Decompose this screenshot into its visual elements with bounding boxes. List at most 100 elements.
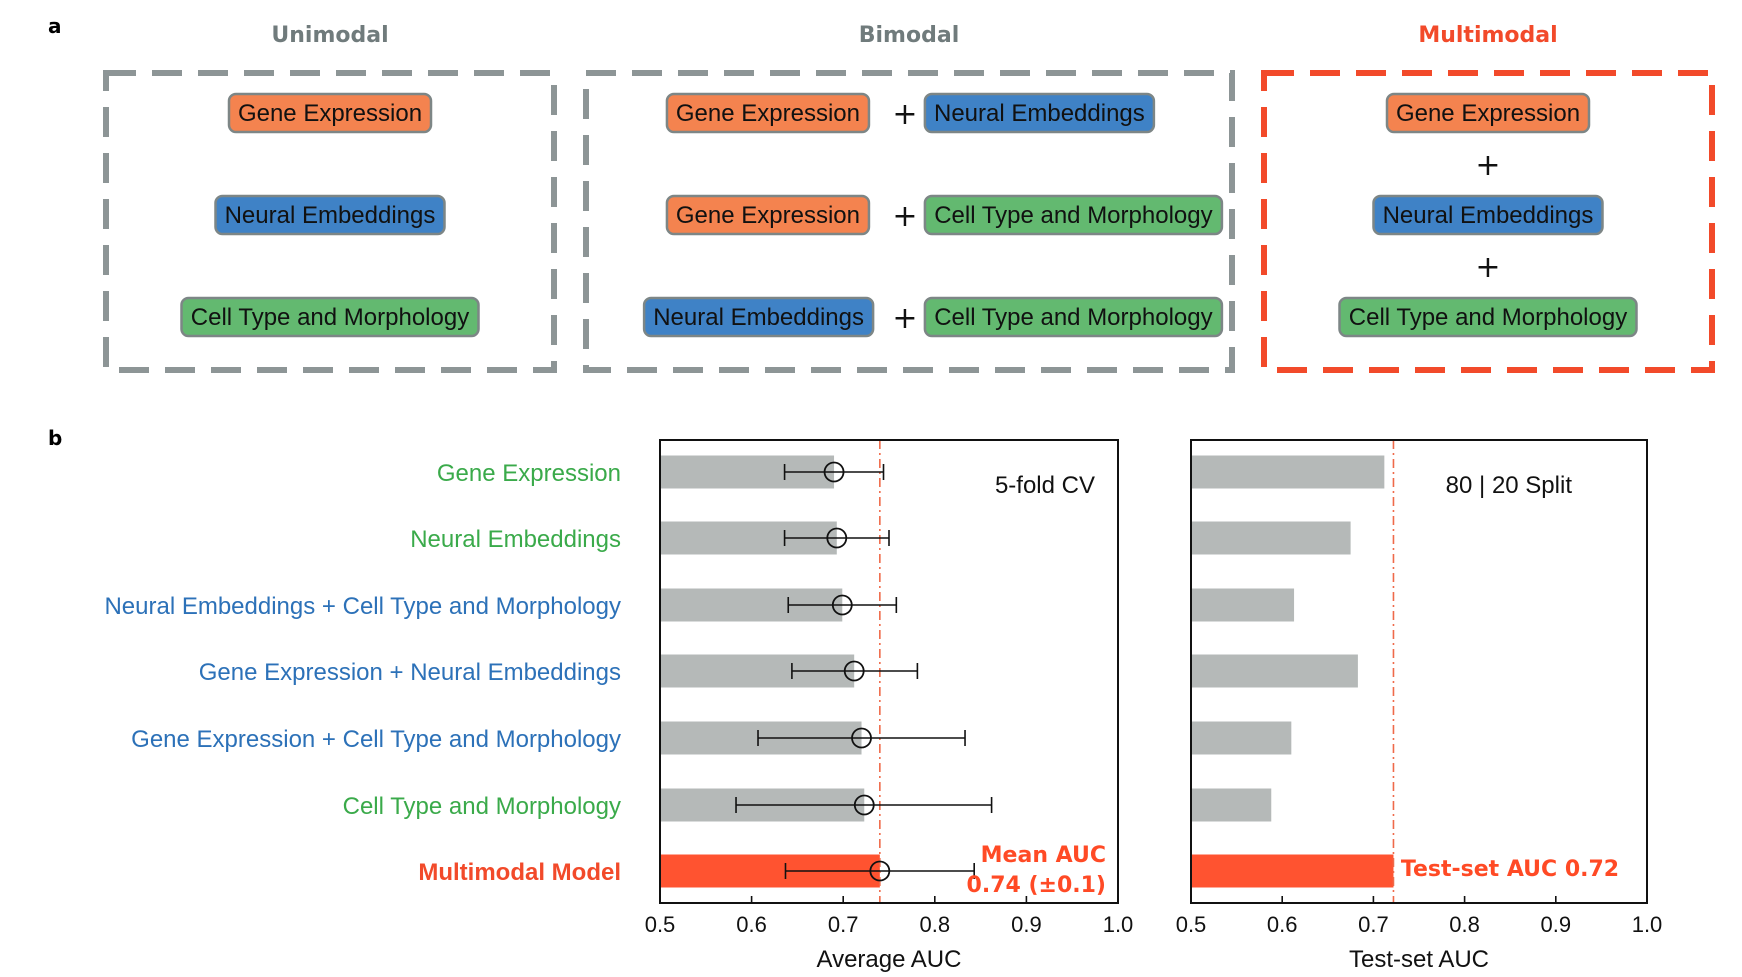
modality-chip-label: Cell Type and Morphology (934, 202, 1212, 229)
cv-auc-chart: 0.5 0.6 0.7 0.8 0.9 1.0 Average AUC 5-fold CV Me… (645, 439, 1134, 973)
x-tick-label: 0.6 (736, 912, 767, 937)
panel-b-letter: b (48, 426, 62, 450)
modality-chip-label: Neural Embeddings (1383, 202, 1594, 229)
bar-neural-embeddings-cell-type-and-morphology (1191, 588, 1295, 622)
panel-b-row-labels: Gene Expression Neural Embeddings Neural E… (104, 460, 621, 886)
modality-chip-label: Cell Type and Morphology (934, 304, 1212, 331)
bar-gene-expression-cell-type-and-morphology (1191, 721, 1292, 755)
row-label: Multimodal Model (418, 859, 621, 886)
bar-neural-embeddings (1191, 521, 1351, 555)
plus-symbol: + (892, 199, 917, 234)
x-tick-label: 0.7 (1358, 912, 1389, 937)
modality-chip: Gene Expression (227, 92, 433, 134)
plus-symbol: + (892, 301, 917, 336)
modality-group-border (1261, 70, 1715, 373)
plus-symbol: + (1475, 250, 1500, 285)
row-label: Neural Embeddings + Cell Type and Morpho… (104, 593, 621, 620)
modality-chip: Cell Type and Morphology (1338, 296, 1638, 338)
plot-frame (659, 439, 1119, 904)
modality-chip-box (665, 92, 871, 134)
modality-chip-label: Gene Expression (1396, 100, 1580, 127)
modality-group-unimodal: Unimodal Gene Expression Neural Embeddings… (103, 23, 557, 373)
modality-chip: Neural Embeddings (214, 194, 446, 236)
modality-chip: Gene Expression (1385, 92, 1591, 134)
x-tick-label: 0.5 (645, 912, 676, 937)
modality-group-multimodal: Multimodal Gene Expression Neural Embeddin… (1261, 23, 1715, 373)
modality-group-bimodal: Bimodal Gene Expression + Neural Embeddings… (583, 23, 1235, 373)
x-tick-label: 1.0 (1632, 912, 1663, 937)
panel-a-letter: a (48, 14, 62, 38)
error-bar (757, 727, 966, 749)
modality-chip: Neural Embeddings (923, 92, 1156, 134)
modality-chip: Neural Embeddings (642, 296, 875, 338)
modality-chip-box (923, 296, 1224, 338)
error-bar (787, 594, 898, 616)
modality-chip-box (227, 92, 433, 134)
mean-marker (826, 527, 848, 549)
modality-chip-box (1338, 296, 1638, 338)
modality-chip-box (923, 92, 1156, 134)
mean-marker (851, 727, 872, 749)
mean-marker (843, 660, 865, 682)
x-axis-label: Test-set AUC (1349, 946, 1489, 973)
modality-chip-box (1385, 92, 1591, 134)
modality-chip-box (1372, 194, 1604, 236)
mean-marker (831, 594, 853, 616)
mean-marker (853, 794, 875, 816)
chart-inner-label: 5-fold CV (995, 472, 1095, 499)
x-tick-label: 0.9 (1011, 912, 1042, 937)
plus-symbol: + (1475, 148, 1500, 183)
x-tick-label: 0.8 (920, 912, 951, 937)
panel-a-modality-diagram: Unimodal Gene Expression Neural Embeddings… (103, 23, 1715, 373)
modality-chip-label: Neural Embeddings (653, 304, 864, 331)
modality-chip: Cell Type and Morphology (923, 194, 1224, 236)
modality-group-title: Multimodal (1418, 23, 1557, 48)
modality-chip-box (642, 296, 875, 338)
modality-chip-label: Neural Embeddings (225, 202, 436, 229)
bar-multimodal-model (1191, 854, 1394, 888)
modality-chip-label: Neural Embeddings (934, 100, 1145, 127)
bar-gene-expression (1191, 455, 1385, 489)
x-tick-label: 0.7 (828, 912, 859, 937)
modality-chip-label: Cell Type and Morphology (191, 304, 469, 331)
modality-chip: Gene Expression (665, 92, 871, 134)
modality-group-title: Bimodal (859, 23, 959, 48)
x-axis-label: Average AUC (817, 946, 962, 973)
modality-chip: Neural Embeddings (1372, 194, 1604, 236)
modality-chip-label: Cell Type and Morphology (1349, 304, 1627, 331)
test-auc-chart: 0.5 0.6 0.7 0.8 0.9 1.0 Test-set AUC 80 | 20 Sp… (1176, 439, 1663, 973)
error-bar (735, 794, 993, 816)
mean-marker (823, 461, 845, 483)
modality-chip-box (923, 194, 1224, 236)
x-tick-label: 0.8 (1449, 912, 1480, 937)
modality-chip-box (180, 296, 480, 338)
x-tick-label: 0.5 (1176, 912, 1207, 937)
row-label: Gene Expression + Neural Embeddings (199, 659, 621, 686)
error-bar (791, 660, 919, 682)
modality-chip-label: Gene Expression (676, 100, 860, 127)
chart-annotation: 0.74 (±0.1) (967, 873, 1106, 898)
x-tick-label: 0.6 (1267, 912, 1298, 937)
modality-chip-box (665, 194, 871, 236)
x-tick-label: 1.0 (1103, 912, 1134, 937)
modality-chip-box (214, 194, 446, 236)
modality-chip-label: Gene Expression (676, 202, 860, 229)
modality-group-border (583, 70, 1235, 373)
plus-symbol: + (892, 97, 917, 132)
modality-chip-label: Gene Expression (238, 100, 422, 127)
row-label: Neural Embeddings (410, 526, 621, 553)
modality-chip: Cell Type and Morphology (180, 296, 480, 338)
chart-inner-label: 80 | 20 Split (1446, 472, 1573, 499)
chart-annotation: Test-set AUC 0.72 (1401, 857, 1619, 882)
bar-cell-type-and-morphology (1191, 788, 1272, 822)
error-bar (783, 527, 890, 549)
error-bar (783, 461, 885, 483)
plot-frame (1190, 439, 1648, 904)
chart-annotation: Mean AUC (981, 843, 1106, 868)
row-label: Gene Expression (437, 460, 621, 487)
modality-chip: Cell Type and Morphology (923, 296, 1224, 338)
modality-group-title: Unimodal (271, 23, 388, 48)
modality-chip: Gene Expression (665, 194, 871, 236)
row-label: Gene Expression + Cell Type and Morpholo… (131, 726, 621, 753)
